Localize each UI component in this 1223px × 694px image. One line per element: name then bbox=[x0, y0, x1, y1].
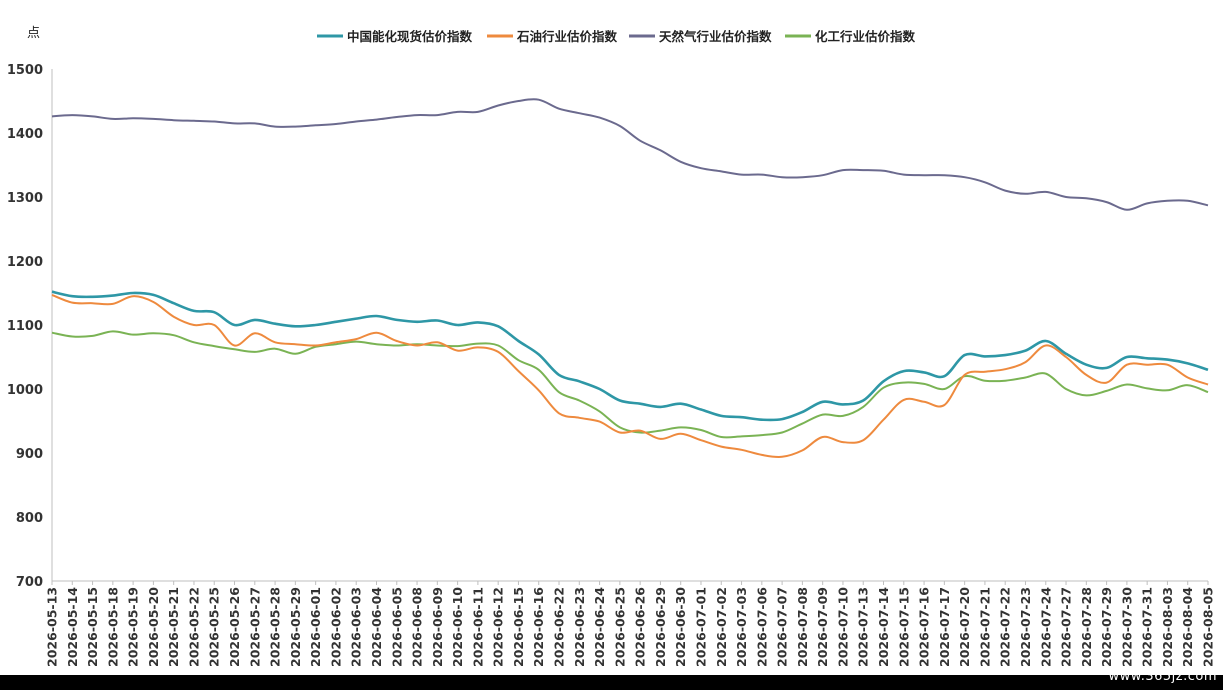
x-tick-label: 2026-07-01 bbox=[693, 587, 708, 667]
series-line-4 bbox=[51, 330, 1209, 439]
x-tick-label: 2026-05-20 bbox=[146, 587, 161, 667]
x-tick-label: 2026-06-08 bbox=[410, 587, 425, 667]
x-tick-label: 2026-07-30 bbox=[1119, 587, 1134, 667]
legend-label: 化工行业估价指数 bbox=[815, 29, 916, 44]
x-tick-label: 2026-06-16 bbox=[531, 587, 546, 667]
x-tick-label: 2026-07-06 bbox=[754, 587, 769, 667]
x-tick-label: 2026-06-23 bbox=[572, 587, 587, 667]
x-tick-label: 2026-06-01 bbox=[308, 587, 323, 667]
x-tick-label: 2026-06-10 bbox=[450, 587, 465, 667]
x-tick-label: 2026-07-10 bbox=[835, 587, 850, 667]
x-tick-label: 2026-06-12 bbox=[491, 587, 506, 667]
legend-label: 天然气行业估价指数 bbox=[659, 29, 772, 44]
x-tick-label: 2026-05-15 bbox=[85, 587, 100, 667]
x-tick-label: 2026-07-29 bbox=[1099, 587, 1114, 667]
x-tick-label: 2026-07-07 bbox=[775, 587, 790, 667]
y-tick-label: 1200 bbox=[7, 255, 43, 270]
x-tick-label: 2026-07-09 bbox=[815, 587, 830, 667]
y-tick-label: 1000 bbox=[7, 383, 43, 398]
x-tick-label: 2026-05-22 bbox=[186, 587, 201, 667]
x-tick-label: 2026-08-05 bbox=[1201, 587, 1216, 667]
legend: 中国能化现货估价指数 石油行业估价指数 天然气行业估价指数 化工行业估价指数 bbox=[317, 29, 916, 44]
x-tick-label: 2026-06-26 bbox=[633, 587, 648, 667]
x-tick-label: 2026-06-09 bbox=[430, 587, 445, 667]
x-tick-label: 2026-05-26 bbox=[227, 587, 242, 667]
x-tick-label: 2026-07-31 bbox=[1140, 587, 1155, 667]
x-tick-label: 2026-08-04 bbox=[1180, 587, 1195, 667]
watermark: www.365jz.com bbox=[1108, 669, 1217, 684]
x-tick-label: 2026-07-24 bbox=[1038, 587, 1053, 667]
y-tick-label: 700 bbox=[16, 575, 43, 590]
x-tick-label: 2026-06-30 bbox=[673, 587, 688, 667]
x-tick-label: 2026-07-21 bbox=[977, 587, 992, 667]
x-tick-label: 2026-06-22 bbox=[552, 587, 567, 667]
y-axis: 700 800 900 1000 1100 1200 1300 1400 1500 bbox=[7, 63, 53, 590]
x-tick-label: 2026-07-15 bbox=[896, 587, 911, 667]
x-tick-label: 2026-08-03 bbox=[1160, 587, 1175, 667]
x-tick-label: 2026-05-29 bbox=[288, 587, 303, 667]
series-lines bbox=[51, 98, 1209, 459]
series-line-1 bbox=[51, 290, 1209, 422]
x-tick-label: 2026-05-18 bbox=[105, 587, 120, 667]
x-tick-label: 2026-06-03 bbox=[349, 587, 364, 667]
footer-bar bbox=[0, 675, 1223, 690]
y-axis-label: 点 bbox=[27, 26, 40, 41]
x-tick-label: 2026-07-16 bbox=[917, 587, 932, 667]
x-tick-label: 2026-06-29 bbox=[653, 587, 668, 667]
x-tick-label: 2026-07-03 bbox=[734, 587, 749, 667]
x-tick-label: 2026-07-28 bbox=[1079, 587, 1094, 667]
y-tick-label: 900 bbox=[16, 447, 43, 462]
series-line-3 bbox=[51, 98, 1209, 211]
y-tick-label: 800 bbox=[16, 511, 43, 526]
x-tick-label: 2026-05-27 bbox=[247, 587, 262, 667]
x-tick-label: 2026-05-19 bbox=[126, 587, 141, 667]
y-tick-label: 1400 bbox=[7, 127, 43, 142]
x-tick-label: 2026-07-08 bbox=[795, 587, 810, 667]
x-tick-label: 2026-05-14 bbox=[65, 587, 80, 667]
y-tick-label: 1300 bbox=[7, 191, 43, 206]
x-tick-label: 2026-07-13 bbox=[856, 587, 871, 667]
x-tick-label: 2026-07-14 bbox=[876, 587, 891, 667]
x-tick-label: 2026-05-28 bbox=[268, 587, 283, 667]
y-tick-label: 1500 bbox=[7, 63, 43, 78]
x-tick-label: 2026-07-23 bbox=[1018, 587, 1033, 667]
x-axis: 2026-05-13 2026-05-14 2026-05-15 2026-05-18… bbox=[45, 580, 1216, 667]
y-tick-label: 1100 bbox=[7, 319, 43, 334]
x-tick-label: 2026-06-15 bbox=[511, 587, 526, 667]
x-tick-label: 2026-05-21 bbox=[166, 587, 181, 667]
x-tick-label: 2026-06-04 bbox=[369, 587, 384, 667]
x-tick-label: 2026-06-24 bbox=[592, 587, 607, 667]
x-tick-label: 2026-05-13 bbox=[45, 587, 60, 667]
x-tick-label: 2026-07-17 bbox=[937, 587, 952, 667]
x-tick-label: 2026-07-27 bbox=[1059, 587, 1074, 667]
legend-label: 石油行业估价指数 bbox=[516, 29, 618, 44]
x-tick-label: 2026-06-25 bbox=[612, 587, 627, 667]
x-tick-label: 2026-07-02 bbox=[714, 587, 729, 667]
x-tick-label: 2026-07-20 bbox=[957, 587, 972, 667]
x-tick-label: 2026-06-02 bbox=[328, 587, 343, 667]
x-tick-label: 2026-06-05 bbox=[389, 587, 404, 667]
x-tick-label: 2026-06-11 bbox=[470, 587, 485, 667]
x-tick-label: 2026-05-25 bbox=[207, 587, 222, 667]
legend-label: 中国能化现货估价指数 bbox=[347, 29, 473, 44]
x-tick-label: 2026-07-22 bbox=[998, 587, 1013, 667]
series-line-2 bbox=[51, 293, 1209, 459]
